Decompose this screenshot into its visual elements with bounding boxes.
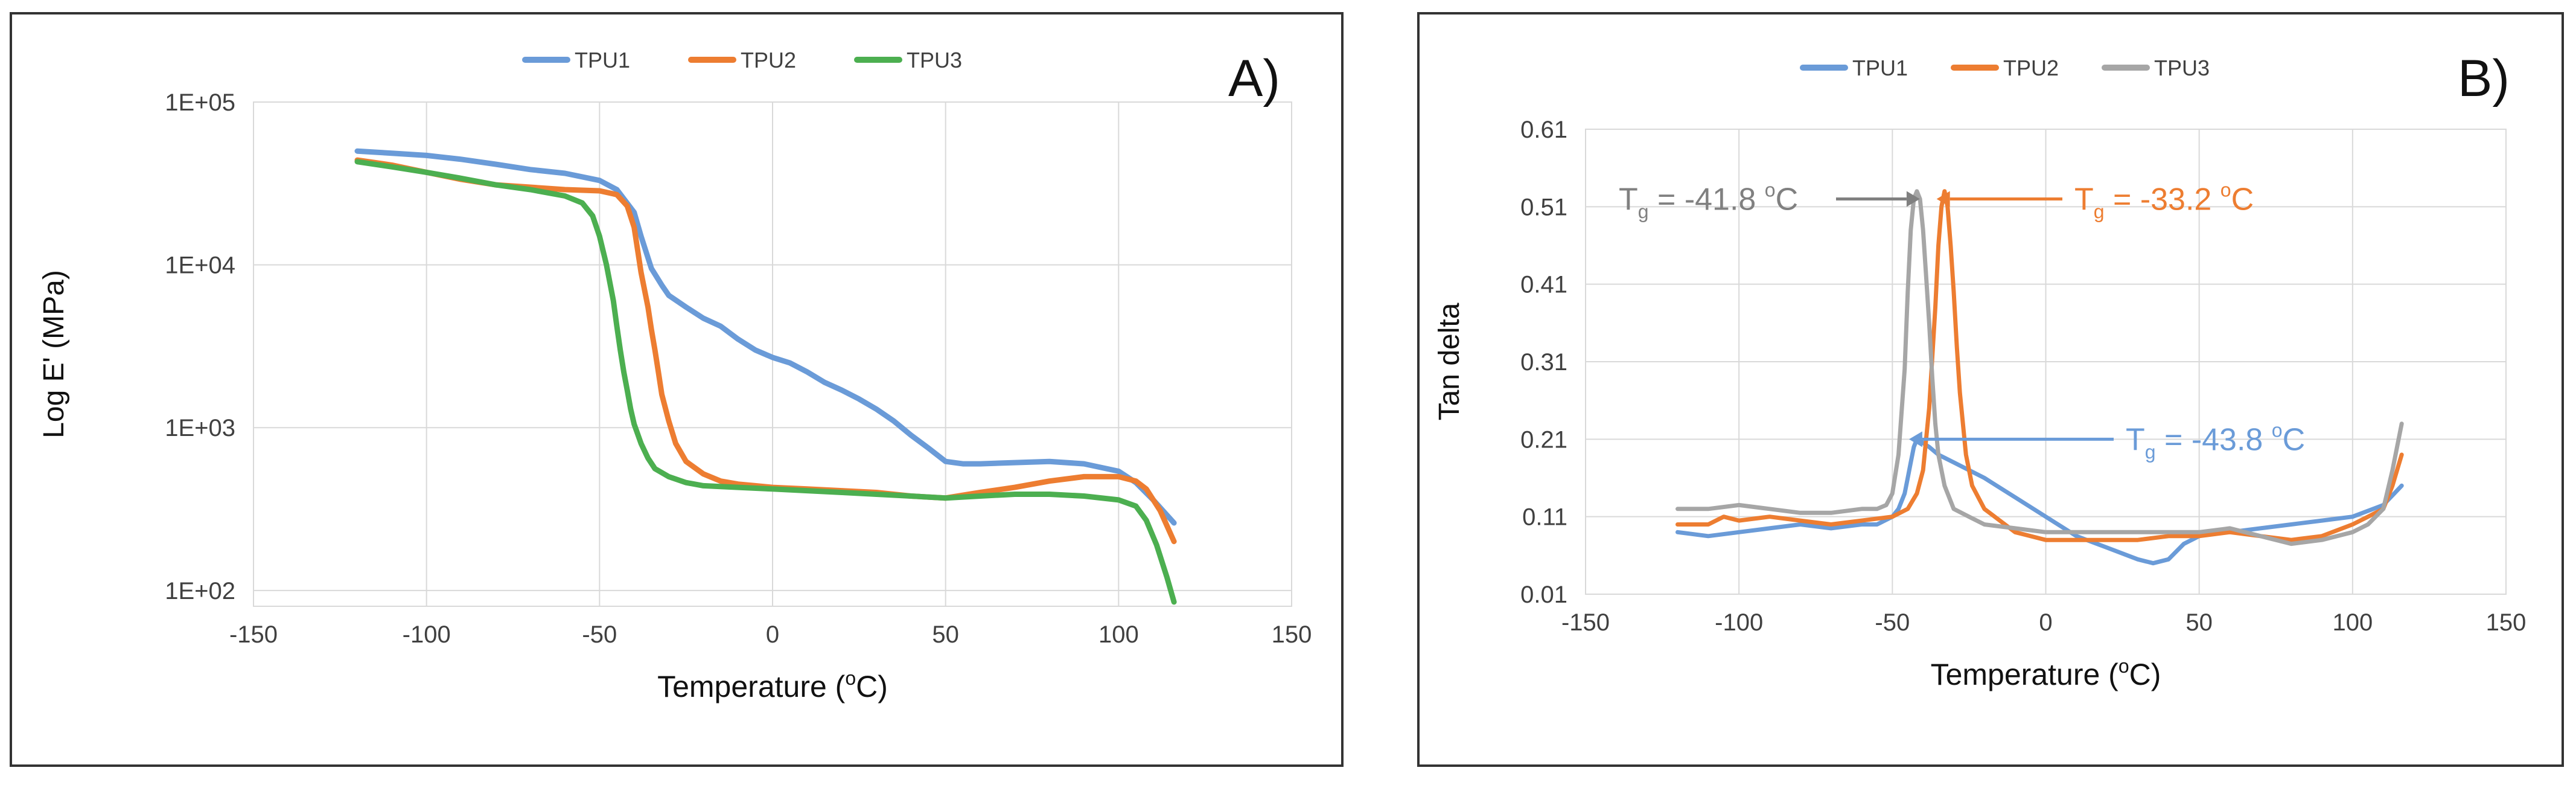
- x-tick-label: 100: [2332, 609, 2373, 636]
- series-line-tpu3: [1675, 189, 2404, 546]
- x-tick-label: 0: [2039, 609, 2052, 636]
- series-line-tpu1: [354, 148, 1177, 526]
- tg-arrow-head-1: [1906, 191, 1920, 207]
- y-tick-label: 0.61: [1520, 117, 1567, 143]
- series-line-tpu2: [1675, 189, 2404, 542]
- tg-annotation-3: Tg = -43.8 oC: [2126, 419, 2305, 463]
- x-tick-label: -150: [1561, 609, 1610, 636]
- x-axis-title: Temperature (oC): [1931, 655, 2161, 691]
- y-tick-label: 0.31: [1520, 349, 1567, 376]
- y-tick-label: 0.51: [1520, 194, 1567, 220]
- chart-b-svg: -150 -100 -50 0 50 100 150 0.01 0.11 0.21 0.31 0.41…: [1433, 50, 2527, 691]
- x-tick-label: 50: [2185, 609, 2213, 636]
- y-tick-label: 0.11: [1522, 504, 1567, 531]
- y-tick-label: 0.21: [1520, 426, 1567, 453]
- tg-annotation-1: Tg = -41.8 oC: [1619, 179, 1798, 223]
- x-tick-label: 150: [2486, 609, 2527, 636]
- y-tick-label: 1E+03: [165, 415, 235, 441]
- chart-panel-b: -150 -100 -50 0 50 100 150 0.01 0.11 0.21 0.31 0.41…: [1417, 12, 2564, 767]
- legend-label-tpu1: TPU1: [1852, 56, 1908, 80]
- y-tick-label: 1E+05: [165, 89, 235, 116]
- legend-label-tpu2: TPU2: [741, 48, 796, 72]
- y-tick-label: 0.41: [1520, 272, 1567, 298]
- x-tick-label: -100: [403, 621, 451, 648]
- y-axis-title: Tan delta: [1433, 303, 1465, 420]
- y-axis-title: Log E' (MPa): [38, 270, 70, 438]
- x-axis-title: Temperature (oC): [657, 667, 888, 703]
- y-tick-label: 1E+04: [165, 252, 235, 279]
- series-line-tpu2: [354, 157, 1177, 545]
- panel-label: B): [2458, 50, 2510, 107]
- x-tick-label: -100: [1715, 609, 1763, 636]
- series-line-tpu3: [354, 159, 1177, 605]
- tg-annotation-2: Tg = -33.2 oC: [2074, 179, 2254, 223]
- x-tick-label: -50: [1875, 609, 1910, 636]
- x-tick-label: 0: [766, 621, 779, 648]
- legend-label-tpu2: TPU2: [2003, 56, 2059, 80]
- tg-arrow-head-3: [1908, 431, 1922, 447]
- legend-label-tpu3: TPU3: [2154, 56, 2210, 80]
- x-tick-label: 100: [1098, 621, 1139, 648]
- panel-label: A): [1228, 50, 1280, 107]
- x-tick-label: 150: [1272, 621, 1312, 648]
- chart-a-svg: -150 -100 -50 0 50 100 150 1E+02 1E+03 1E+04 1E+05…: [38, 48, 1312, 703]
- legend: TPU1 TPU2 TPU3: [522, 48, 962, 72]
- legend-label-tpu3: TPU3: [907, 48, 962, 72]
- tg-arrow-head-2: [1936, 191, 1950, 207]
- chart-panel-a: -150 -100 -50 0 50 100 150 1E+02 1E+03 1E+04 1E+05…: [10, 12, 1344, 767]
- y-tick-label: 1E+02: [165, 578, 235, 604]
- legend: TPU1 TPU2 TPU3: [1800, 56, 2210, 80]
- x-tick-label: -150: [229, 621, 278, 648]
- x-tick-label: 50: [932, 621, 959, 648]
- y-tick-label: 0.01: [1520, 582, 1567, 608]
- x-tick-label: -50: [582, 621, 617, 648]
- legend-label-tpu1: TPU1: [575, 48, 630, 72]
